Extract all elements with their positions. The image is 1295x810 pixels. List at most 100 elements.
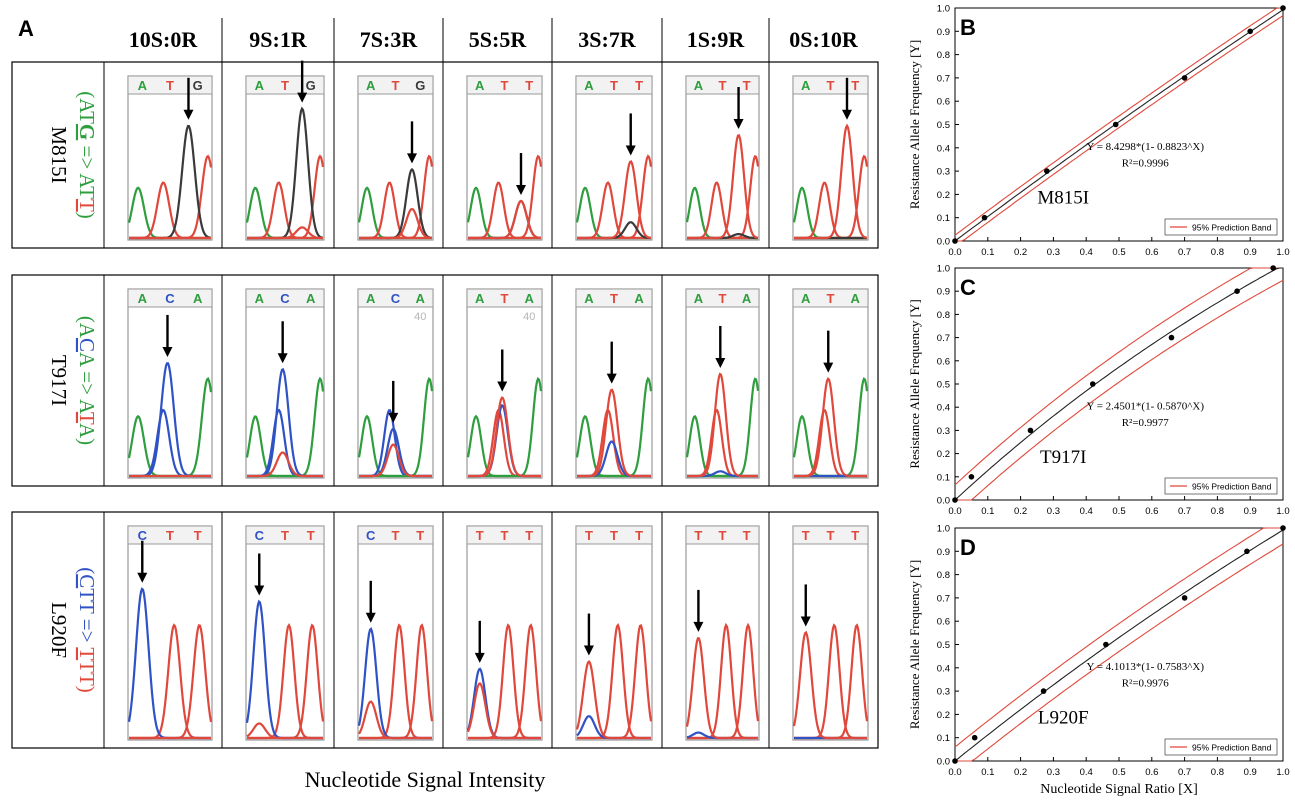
arrow-head-icon xyxy=(183,109,194,120)
base-call-letter: A xyxy=(851,291,861,306)
fit-equation: Y = 4.1013*(1- 0.7583^X) xyxy=(1086,661,1204,673)
y-tick-label: 0.6 xyxy=(937,617,950,628)
base-call-bar xyxy=(792,75,869,95)
position-number: 40 xyxy=(523,311,535,323)
data-point xyxy=(1168,334,1175,341)
r-squared: R²=0.9977 xyxy=(1122,417,1170,429)
y-tick-label: 1.0 xyxy=(937,264,950,275)
variant-peak-resistance xyxy=(358,700,432,740)
x-tick-label: 0.3 xyxy=(1047,247,1060,258)
base-call-letter: T xyxy=(416,528,424,543)
base-call-bar xyxy=(357,75,434,95)
variant-peak-resistance xyxy=(359,207,432,240)
legend-label: 95% Prediction Band xyxy=(1192,743,1272,753)
variant-peak-resistance xyxy=(577,388,651,478)
x-tick-label: 0.9 xyxy=(1244,247,1257,258)
ratio-header: 7S:3R xyxy=(360,27,419,52)
mutation-change: (ATG => ATT) xyxy=(75,91,99,219)
y-tick-label: 0.1 xyxy=(937,213,950,224)
base-call-letter: T xyxy=(476,528,484,543)
y-tick-label: 0.5 xyxy=(937,380,950,391)
base-call-bar xyxy=(466,75,543,95)
base-call-letter: T xyxy=(501,528,509,543)
y-tick-label: 0.8 xyxy=(937,570,950,581)
y-tick-label: 0.5 xyxy=(937,640,950,651)
x-tick-label: 0.6 xyxy=(1145,767,1158,778)
chromatogram-grid: M815I(ATG => ATT)A T G A T G A T G A T T A T T A T T A T TT9… xyxy=(11,60,879,749)
x-tick-label: 0.7 xyxy=(1178,247,1191,258)
mutation-name: T917I xyxy=(47,355,71,406)
base-call-letter: T xyxy=(194,528,202,543)
y-axis-title: Resistance Allele Frequency [Y] xyxy=(907,560,922,729)
base-call-letter: T xyxy=(743,528,751,543)
base-call-bar xyxy=(357,288,434,308)
base-call-letter: C xyxy=(165,291,175,306)
chromatogram-frame xyxy=(127,288,213,479)
base-call-letter: G xyxy=(193,78,203,93)
base-call-letter: A xyxy=(525,291,535,306)
y-tick-label: 0.2 xyxy=(937,190,950,201)
base-call-letter: T xyxy=(585,528,593,543)
fit-curve xyxy=(954,529,1284,762)
prediction-band-lower xyxy=(955,15,1284,242)
panel-letter-a: A xyxy=(18,16,34,41)
chart-panel-b: 0.0 0.1 0.2 0.3 0.4 0.5 0.6 0.7 0.8 0.9 1.0 0.0 0.1 0… xyxy=(907,4,1290,259)
base-call-letter: A xyxy=(801,291,811,306)
ratio-header: 10S:0R xyxy=(129,27,199,52)
arrow-head-icon xyxy=(583,645,594,656)
mutation-row-l920f: L920F(CTT => TTT)C T T C T T C T T T T T T T T T T T T T T xyxy=(11,511,879,749)
mutation-change-part: (AT xyxy=(75,91,99,124)
x-tick-label: 0.5 xyxy=(1112,767,1125,778)
base-call-letter: T xyxy=(802,528,810,543)
data-point xyxy=(1112,121,1119,128)
base-call-letter: A xyxy=(475,291,485,306)
x-tick-label: 0.1 xyxy=(981,506,994,517)
chromatogram-frame xyxy=(466,525,543,741)
legend-box xyxy=(1164,738,1278,756)
base-call-bar xyxy=(245,75,325,95)
arrow-head-icon xyxy=(733,119,744,130)
base-call-letter: C xyxy=(280,291,290,306)
x-tick-label: 0.7 xyxy=(1178,506,1191,517)
y-tick-label: 0.6 xyxy=(937,97,950,108)
mutation-change-part: C xyxy=(75,574,99,588)
arrow-head-icon xyxy=(800,616,811,627)
fit-charts: 0.0 0.1 0.2 0.3 0.4 0.5 0.6 0.7 0.8 0.9 1.0 0.0 0.1 0… xyxy=(907,4,1290,798)
y-tick-label: 0.8 xyxy=(937,310,950,321)
base-call-letter: A xyxy=(742,291,752,306)
arrow-head-icon xyxy=(365,612,376,623)
arrow-head-icon xyxy=(388,412,399,423)
x-axis-title-panel-a: Nucleotide Signal Intensity xyxy=(305,767,546,792)
mutation-change-part: G xyxy=(75,124,99,140)
base-call-letter: A xyxy=(416,291,426,306)
base-call-letter: T xyxy=(743,78,751,93)
variant-peak-resistance xyxy=(575,659,651,740)
mutation-name: M815I xyxy=(47,126,71,183)
base-call-bar xyxy=(575,525,653,545)
data-point xyxy=(1181,75,1188,81)
base-call-letter: T xyxy=(525,528,533,543)
base-call-bar xyxy=(127,75,213,95)
prediction-band-upper xyxy=(954,267,1283,486)
ratio-header: 3S:7R xyxy=(578,27,637,52)
data-point xyxy=(1181,595,1188,601)
base-call-bar xyxy=(685,75,760,95)
base-call-letter: A xyxy=(634,291,644,306)
x-tick-label: 0.7 xyxy=(1178,767,1191,778)
base-call-letter: G xyxy=(306,78,316,93)
variant-peak-resistance xyxy=(359,443,432,478)
data-point xyxy=(968,474,975,480)
base-call-letter: T xyxy=(635,78,643,93)
data-point xyxy=(952,758,958,764)
x-tick-label: 0.8 xyxy=(1211,247,1224,258)
arrow-head-icon xyxy=(162,346,173,357)
arrow-head-icon xyxy=(297,92,308,103)
base-call-letter: T xyxy=(501,78,509,93)
